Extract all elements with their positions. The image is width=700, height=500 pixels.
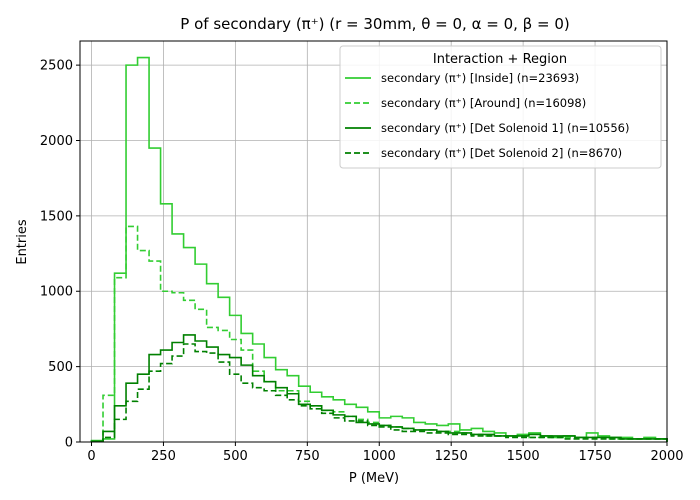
x-tick-label: 1750 [579,449,612,464]
histogram-series-4 [90,343,668,443]
y-tick-label: 2000 [40,134,73,149]
legend-entry-label: secondary (π⁺) [Det Solenoid 1] (n=10556… [381,121,629,135]
x-axis-ticks: 0 250 500 750 1000 1250 1500 1750 2000 [87,442,684,464]
y-tick-label: 500 [48,360,73,375]
legend: Interaction + Region secondary (π⁺) [Ins… [339,45,662,169]
legend-entries: secondary (π⁺) [Inside] (n=23693) seconda… [345,71,629,160]
axes-frame [79,40,668,443]
histogram-series-2 [90,225,668,443]
legend-box [339,45,662,169]
x-tick-label: 500 [223,449,248,464]
chart-title: P of secondary (π⁺) (r = 30mm, θ = 0, α … [180,15,569,33]
x-tick-label: 2000 [650,449,683,464]
x-tick-label: 1000 [363,449,396,464]
legend-entry-label: secondary (π⁺) [Around] (n=16098) [381,96,586,110]
x-tick-label: 250 [151,449,176,464]
y-tick-label: 1000 [40,285,73,300]
histogram-series-group [90,56,668,443]
y-axis-label: Entries [15,219,30,265]
y-tick-label: 1500 [40,209,73,224]
x-tick-label: 0 [87,449,95,464]
legend-entry-label: secondary (π⁺) [Inside] (n=23693) [381,71,579,85]
legend-title: Interaction + Region [433,52,567,67]
legend-entry-label: secondary (π⁺) [Det Solenoid 2] (n=8670) [381,146,622,160]
y-tick-label: 2500 [40,59,73,74]
x-tick-label: 1500 [507,449,540,464]
x-tick-label: 750 [295,449,320,464]
y-axis-ticks: 0 500 1000 1500 2000 2500 [40,59,80,451]
x-tick-label: 1250 [435,449,468,464]
histogram-series-3 [90,334,668,443]
x-axis-label: P (MeV) [349,471,399,486]
y-tick-label: 0 [65,436,73,451]
